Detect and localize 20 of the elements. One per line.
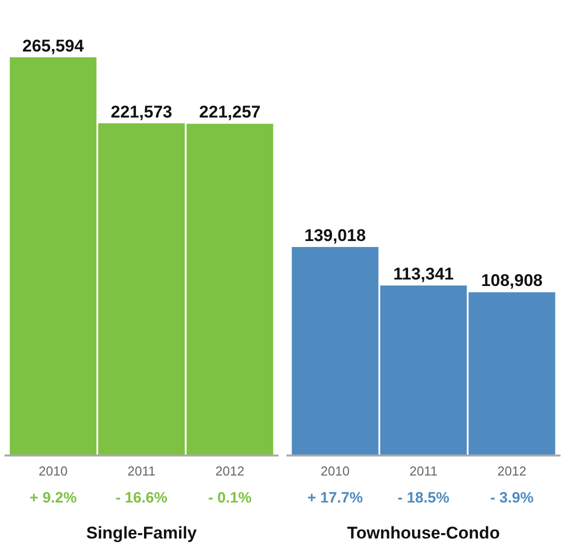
x-tick-label: 2010 xyxy=(38,464,68,478)
data-label: 113,341 xyxy=(393,264,454,284)
x-axis-title: Townhouse-Condo xyxy=(347,524,500,542)
text: - 18.5% xyxy=(398,490,450,506)
x-tick-label: 2012 xyxy=(215,464,244,478)
data-label: 265,594 xyxy=(22,36,84,56)
data-label: 221,257 xyxy=(199,102,261,122)
data-label: 108,908 xyxy=(481,271,543,290)
text: + 17.7% xyxy=(307,490,363,506)
x-tick-label: 2010 xyxy=(320,464,350,478)
x-tick-label: 2012 xyxy=(497,464,526,478)
x-tick-label: 2011 xyxy=(410,464,438,478)
text: + 9.2% xyxy=(30,490,77,506)
text: - 16.6% xyxy=(116,490,168,506)
data-label: 139,018 xyxy=(304,226,366,246)
x-axis-title: Single-Family xyxy=(86,524,198,542)
text: - 0.1% xyxy=(208,490,252,506)
x-tick-label: 2011 xyxy=(128,464,156,478)
text: - 3.9% xyxy=(490,490,534,506)
data-label: 221,573 xyxy=(110,102,172,122)
